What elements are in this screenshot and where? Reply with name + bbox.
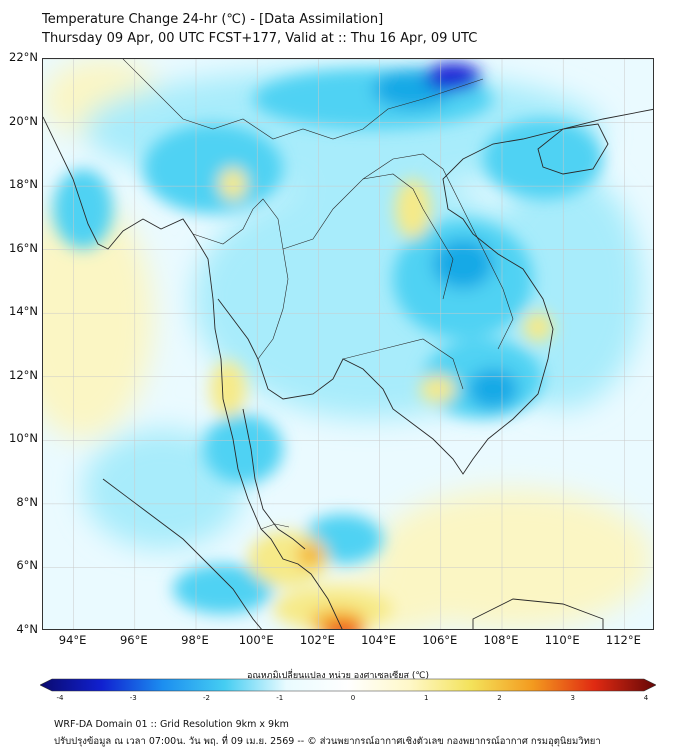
border-thailand-cambodia — [342, 338, 464, 390]
border-thailand-malaysia — [260, 523, 290, 530]
colorbar — [40, 678, 656, 692]
warm-strong-malaysia — [297, 543, 325, 567]
update-credit: ปรับปรุงข้อมูล ณ เวลา 07:00น. วัน พฤ. ที… — [54, 736, 601, 747]
colorbar-tick-label: -4 — [56, 694, 64, 702]
lat-tick-label: 18°N — [9, 177, 38, 192]
sumatra-coastline — [102, 478, 262, 629]
border-laos-vietnam — [362, 153, 514, 350]
warm-spot-gulf — [420, 375, 456, 403]
lon-tick-label: 96°E — [119, 633, 148, 647]
lon-tick-label: 104°E — [361, 633, 397, 647]
cool-strong-laos — [433, 239, 493, 289]
colorbar-title: อุณหภูมิเปลี่ยนแปลง หน่วย องศาเซลเซียส (… — [246, 671, 430, 681]
lat-tick-label: 20°N — [9, 113, 38, 128]
colorbar-tick-label: -2 — [203, 694, 210, 702]
colorbar-tick-label: -1 — [276, 694, 284, 702]
colorbar-tick-label: 0 — [350, 694, 356, 702]
warm-spot-laos — [395, 179, 431, 239]
hainan-coastline — [537, 123, 609, 175]
lat-tick-label: 4°N — [16, 622, 38, 636]
model-info: WRF-DA Domain 01 :: Grid Resolution 9km … — [54, 719, 289, 730]
mainland-coastline — [43, 116, 343, 629]
colorbar-tick-label: 2 — [497, 694, 502, 702]
colorbar-tick-label: 1 — [424, 694, 429, 702]
cool-core-peninsula — [203, 414, 283, 484]
colorbar-gradient — [40, 678, 656, 692]
warm-spot-vietnam — [523, 312, 553, 342]
map-panel — [42, 58, 654, 630]
peninsula-east-coastline — [242, 408, 306, 550]
warm-area-west — [43, 199, 153, 439]
lat-tick-label: 6°N — [16, 558, 38, 573]
cool-core-northeast — [483, 119, 603, 199]
cool-strong-cambodia — [468, 369, 518, 409]
lat-tick-label: 16°N — [9, 240, 38, 255]
lon-tick-label: 112°E — [605, 633, 641, 647]
colorbar-tick-label: 3 — [570, 694, 575, 702]
lat-tick-label: 12°N — [9, 367, 38, 382]
warm-spot-myanmar — [219, 168, 247, 200]
country-borders — [122, 59, 514, 530]
lon-tick-label: 98°E — [181, 633, 209, 647]
lon-tick-label: 110°E — [544, 633, 580, 647]
colorbar-tick-label: 4 — [643, 694, 649, 702]
gulf-east-coastline — [217, 108, 653, 475]
borneo-coastline — [472, 598, 604, 629]
field-layer-detail — [53, 63, 603, 629]
lon-tick-label: 94°E — [58, 633, 87, 647]
lat-tick-label: 8°N — [16, 494, 38, 509]
lon-tick-label: 100°E — [238, 633, 274, 647]
temperature-change-map — [43, 59, 653, 629]
graticule — [43, 59, 653, 629]
cool-core-northwest — [143, 124, 283, 214]
lon-tick-label: 106°E — [422, 633, 458, 647]
warm-spot-isthmus — [210, 361, 246, 417]
coldest-spot-north — [425, 63, 481, 91]
lon-tick-label: 102°E — [299, 633, 335, 647]
lat-tick-label: 10°N — [9, 431, 38, 446]
map-subtitle: Thursday 09 Apr, 00 UTC FCST+177, Valid … — [42, 31, 478, 46]
colorbar-tick-label: -3 — [129, 694, 137, 702]
lat-tick-label: 14°N — [9, 304, 38, 319]
map-title: Temperature Change 24-hr (℃) - [Data Ass… — [42, 12, 384, 27]
lat-tick-label: 22°N — [9, 50, 38, 64]
cool-area-west-sea — [83, 429, 243, 549]
border-thailand-laos — [282, 173, 454, 300]
coastlines — [43, 108, 653, 629]
lon-tick-label: 108°E — [483, 633, 519, 647]
border-china-myanmar — [122, 59, 484, 140]
border-myanmar-thailand — [192, 198, 289, 360]
cool-core-south — [173, 564, 273, 614]
hottest-spot-south — [323, 621, 363, 629]
